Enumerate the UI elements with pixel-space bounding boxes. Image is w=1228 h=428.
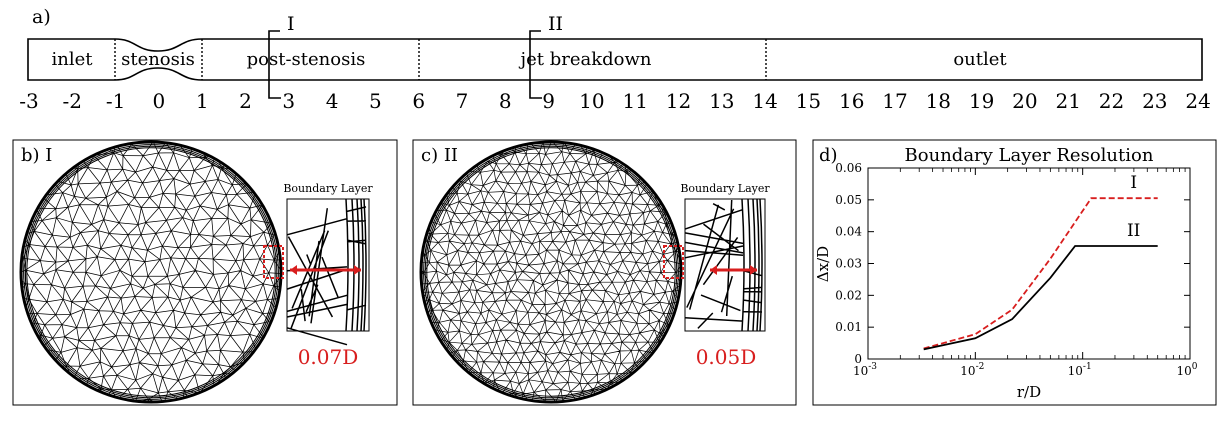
inset-mesh-edges bbox=[286, 198, 367, 346]
series-label-II: II bbox=[1127, 221, 1140, 241]
y-tick-label: 0.05 bbox=[835, 193, 862, 207]
axis-tick-label: 14 bbox=[752, 89, 777, 113]
section-marker-II: II bbox=[529, 13, 563, 99]
axis-tick-label: 9 bbox=[542, 89, 555, 113]
axis-tick-label: -1 bbox=[106, 89, 125, 113]
panel-d-frame bbox=[812, 139, 1217, 406]
axis-tick-label: 6 bbox=[412, 89, 425, 113]
series-label-I: I bbox=[1130, 173, 1137, 193]
inset-title-II: Boundary Layer bbox=[680, 182, 770, 195]
region-outlet: outlet bbox=[953, 49, 1007, 70]
axis-tick-label: 19 bbox=[969, 89, 994, 113]
axis-tick-label: 17 bbox=[882, 89, 907, 113]
panel-d-label: d) bbox=[819, 145, 838, 166]
axis-tick-label: 13 bbox=[709, 89, 734, 113]
region-stenosis: stenosis bbox=[121, 49, 195, 70]
axis-tick-label: 8 bbox=[499, 89, 512, 113]
axis-tick-label: 3 bbox=[282, 89, 295, 113]
x-axis-label: r/D bbox=[1017, 383, 1041, 401]
inset-frame-I bbox=[286, 198, 370, 332]
axis-tick-label: 12 bbox=[666, 89, 691, 113]
axis-tick-label: 11 bbox=[622, 89, 647, 113]
marker-II-label: II bbox=[548, 13, 563, 35]
panel-d: d) Boundary Layer Resolution 0 0.01 0.02 0.… bbox=[812, 139, 1217, 406]
mesh-cross-section-II bbox=[421, 142, 681, 402]
y-tick-label: 0.06 bbox=[835, 161, 862, 175]
axis-tick-label: -2 bbox=[63, 89, 82, 113]
y-tick-label: 0.03 bbox=[835, 257, 862, 271]
axis-tick-label: 7 bbox=[456, 89, 469, 113]
zoom-box-II bbox=[663, 245, 684, 279]
axis-tick-label: 5 bbox=[369, 89, 382, 113]
mesh-boundary-II bbox=[419, 140, 683, 404]
arrow-head-left bbox=[710, 265, 717, 275]
axis-tick-label: -3 bbox=[19, 89, 38, 113]
axis-ticks: -3 -2 -1 0 1 2 3 4 5 6 7 8 9 10 11 12 13 14 15 16 17 18 19 20 21… bbox=[19, 89, 1211, 113]
arrow-head-right bbox=[354, 265, 361, 275]
thickness-label-II: 0.05D bbox=[696, 345, 757, 369]
region-post-stenosis: post-stenosis bbox=[247, 49, 366, 70]
axis-tick-label: 23 bbox=[1142, 89, 1167, 113]
axis-tick-label: 0 bbox=[153, 89, 166, 113]
axis-tick-label: 4 bbox=[326, 89, 339, 113]
inset-mesh-edges bbox=[684, 198, 763, 332]
inset-frame-II bbox=[684, 198, 766, 332]
series-line-I bbox=[923, 197, 1158, 350]
region-jet-breakdown: jet breakdown bbox=[519, 49, 652, 70]
series-line-II bbox=[923, 245, 1158, 351]
marker-I-label: I bbox=[287, 13, 295, 35]
inset-mesh-II bbox=[684, 198, 763, 332]
chart-marks: 0 0.01 0.02 0.03 0.04 0.05 0.06 10-3 10-2 10-1 100… bbox=[835, 161, 1197, 378]
panel-c-label: c) II bbox=[421, 145, 458, 166]
y-tick-label: 0.01 bbox=[835, 320, 862, 334]
plot-area bbox=[867, 167, 1191, 360]
x-tick-label: 10-2 bbox=[960, 362, 984, 378]
mesh-boundary-I bbox=[19, 140, 283, 404]
boundary-layer-ring bbox=[426, 147, 676, 397]
y-axis-label: Δx/D bbox=[814, 246, 832, 282]
inset-mesh-I bbox=[286, 198, 367, 346]
chart-title: Boundary Layer Resolution bbox=[905, 145, 1154, 166]
y-tick-label: 0.02 bbox=[835, 288, 862, 302]
x-tick-label: 10-3 bbox=[853, 362, 877, 378]
arrow-head-right bbox=[750, 265, 757, 275]
arrow-head-left bbox=[290, 265, 297, 275]
axis-tick-label: 10 bbox=[579, 89, 604, 113]
boundary-layer-ring bbox=[26, 147, 276, 397]
panel-c: c) II Boundary Layer 0.05D bbox=[412, 139, 797, 406]
x-tick-label: 100 bbox=[1176, 362, 1197, 378]
region-dividers bbox=[114, 39, 767, 80]
axis-tick-label: 24 bbox=[1185, 89, 1210, 113]
region-inlet: inlet bbox=[52, 49, 94, 70]
pipe-outline bbox=[27, 38, 1203, 81]
axis-tick-label: 15 bbox=[796, 89, 821, 113]
thickness-label-I: 0.07D bbox=[298, 345, 359, 369]
axis-tick-label: 22 bbox=[1099, 89, 1124, 113]
axis-tick-label: 16 bbox=[839, 89, 864, 113]
axis-tick-label: 1 bbox=[196, 89, 209, 113]
boundary-layer-ring bbox=[424, 145, 678, 399]
panel-b-frame bbox=[12, 139, 398, 406]
axis-tick-label: 18 bbox=[926, 89, 951, 113]
inset-title-I: Boundary Layer bbox=[283, 182, 373, 195]
zoom-box-I bbox=[263, 245, 284, 279]
x-tick-label: 10-1 bbox=[1068, 362, 1092, 378]
boundary-layer-ring bbox=[23, 144, 279, 400]
axis-tick-label: 2 bbox=[239, 89, 252, 113]
y-tick-label: 0.04 bbox=[835, 225, 862, 239]
panel-b: b) I Boundary Layer 0.07D bbox=[12, 139, 398, 406]
panel-c-frame bbox=[412, 139, 797, 406]
panel-a: a) inlet stenosis post-stenosis jet brea… bbox=[19, 6, 1211, 113]
axis-tick-label: 20 bbox=[1012, 89, 1037, 113]
boundary-layer-ring bbox=[423, 144, 679, 400]
mesh-cross-section-I bbox=[21, 142, 281, 402]
panel-b-label: b) I bbox=[21, 145, 52, 166]
boundary-layer-ring bbox=[24, 145, 278, 399]
panel-a-label: a) bbox=[32, 6, 51, 28]
axis-tick-label: 21 bbox=[1055, 89, 1080, 113]
section-marker-I: I bbox=[268, 13, 295, 99]
y-tick-label: 0 bbox=[854, 352, 862, 366]
mesh-edges bbox=[421, 142, 681, 402]
